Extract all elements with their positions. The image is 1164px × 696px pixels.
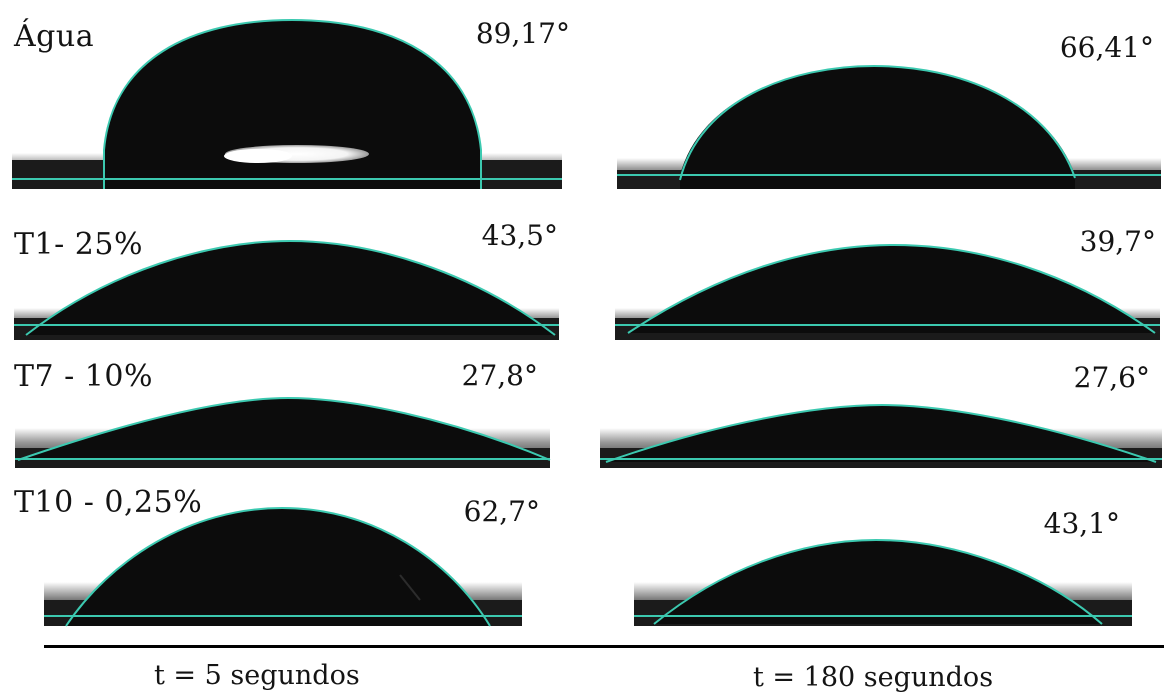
drop-t1-180s: [615, 243, 1160, 340]
row-label-t7: T7 - 10%: [14, 359, 153, 394]
drop-t7-5s: [15, 396, 551, 468]
angle-agua-5s: 89,17°: [475, 17, 570, 50]
angle-t7-180s: 27,6°: [1073, 361, 1150, 394]
angle-t10-5s: 62,7°: [463, 495, 540, 528]
drop-agua-5s: [12, 18, 562, 189]
caption-5-seconds: t = 5 segundos: [154, 660, 360, 691]
drop-t7-180s: [600, 403, 1162, 468]
angle-t1-5s: 43,5°: [481, 219, 558, 252]
angle-t10-180s: 43,1°: [1043, 507, 1120, 540]
drop-t10-180s: [634, 538, 1132, 626]
angle-t7-5s: 27,8°: [461, 359, 538, 392]
drop-agua-180s: [617, 64, 1161, 189]
angle-t1-180s: 39,7°: [1079, 225, 1156, 258]
caption-180-seconds: t = 180 segundos: [753, 662, 994, 693]
drop-t10-5s: [44, 506, 522, 627]
row-label-t10: T10 - 0,25%: [14, 485, 203, 520]
drop-t1-5s: [14, 239, 559, 340]
divider-line: [44, 645, 1164, 648]
row-label-t1: T1- 25%: [14, 227, 143, 262]
angle-agua-180s: 66,41°: [1059, 31, 1154, 64]
row-label-agua: Água: [14, 19, 95, 54]
